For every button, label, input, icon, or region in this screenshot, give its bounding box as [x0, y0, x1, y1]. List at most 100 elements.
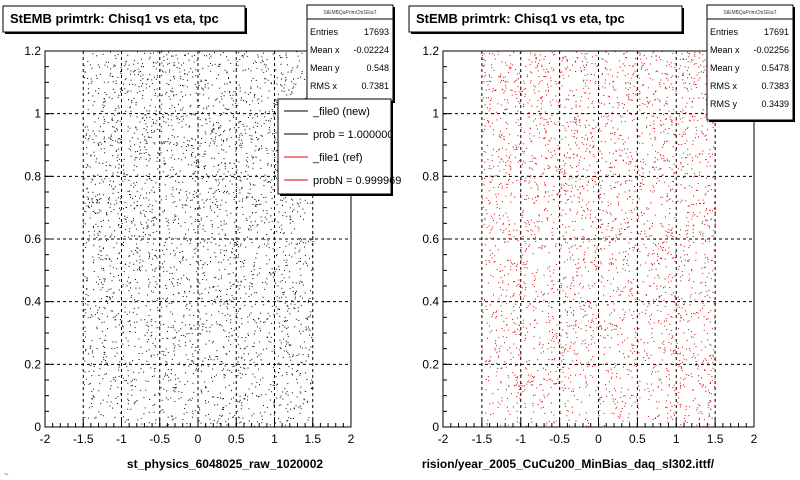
- data-point: [239, 134, 241, 136]
- data-point: [587, 420, 589, 421]
- data-point: [210, 138, 212, 140]
- data-point: [693, 77, 695, 79]
- data-point: [622, 341, 623, 343]
- data-point: [144, 146, 145, 148]
- data-point: [271, 198, 273, 200]
- data-point: [239, 227, 241, 229]
- data-point: [484, 244, 486, 246]
- data-point: [635, 151, 637, 153]
- data-point: [691, 101, 693, 103]
- data-point: [147, 206, 149, 208]
- data-point: [659, 83, 661, 85]
- data-point: [244, 398, 246, 400]
- data-point: [133, 182, 135, 184]
- data-point: [239, 308, 241, 310]
- data-point: [210, 299, 212, 301]
- data-point: [199, 208, 201, 209]
- data-point: [666, 61, 668, 63]
- data-point: [165, 93, 167, 95]
- data-point: [268, 221, 270, 223]
- data-point: [249, 216, 251, 218]
- data-point: [198, 221, 200, 222]
- data-point: [273, 401, 275, 403]
- data-point: [220, 221, 222, 223]
- data-point: [646, 294, 648, 296]
- data-point: [229, 145, 231, 147]
- data-point: [670, 83, 672, 85]
- data-point: [174, 64, 176, 66]
- data-point: [134, 224, 136, 226]
- data-point: [262, 296, 264, 298]
- data-point: [513, 149, 515, 151]
- data-point: [496, 371, 498, 373]
- data-point: [129, 107, 131, 109]
- data-point: [650, 235, 652, 236]
- data-point: [231, 335, 233, 337]
- data-point: [200, 142, 202, 144]
- data-point: [579, 159, 580, 161]
- data-point: [127, 68, 129, 70]
- data-point: [530, 52, 531, 54]
- data-point: [271, 305, 273, 307]
- data-point: [542, 406, 544, 408]
- data-point: [508, 385, 510, 387]
- data-point: [632, 199, 634, 201]
- data-point: [220, 125, 222, 127]
- data-point: [527, 374, 529, 376]
- data-point: [253, 96, 255, 98]
- data-point: [548, 252, 550, 254]
- data-point: [226, 83, 228, 85]
- data-point: [302, 354, 304, 356]
- data-point: [645, 262, 647, 264]
- data-point: [641, 132, 643, 134]
- data-point: [483, 53, 485, 55]
- data-point: [485, 412, 487, 414]
- data-point: [619, 149, 621, 151]
- data-point: [654, 131, 656, 133]
- data-point: [573, 325, 575, 327]
- data-point: [148, 110, 150, 112]
- data-point: [577, 189, 579, 191]
- data-point: [677, 296, 679, 298]
- data-point: [523, 152, 525, 154]
- data-point: [92, 202, 94, 204]
- data-point: [505, 87, 507, 89]
- data-point: [486, 213, 488, 215]
- data-point: [548, 302, 550, 304]
- data-point: [270, 229, 272, 230]
- data-point: [292, 67, 294, 69]
- data-point: [634, 191, 636, 193]
- data-point: [200, 81, 202, 82]
- data-point: [90, 365, 92, 367]
- data-point: [508, 180, 510, 182]
- data-point: [224, 365, 226, 367]
- data-point: [653, 253, 655, 254]
- data-point: [596, 246, 598, 248]
- data-point: [580, 282, 581, 284]
- data-point: [151, 208, 153, 210]
- data-point: [590, 209, 592, 211]
- data-point: [175, 387, 177, 388]
- data-point: [297, 77, 299, 79]
- data-point: [146, 126, 148, 128]
- data-point: [491, 155, 493, 156]
- data-point: [192, 152, 194, 153]
- data-point: [304, 261, 306, 263]
- data-point: [515, 94, 517, 95]
- data-point: [704, 346, 706, 348]
- data-point: [243, 265, 245, 267]
- data-point: [495, 375, 497, 377]
- data-point: [167, 63, 169, 65]
- data-point: [239, 192, 241, 194]
- data-point: [116, 347, 118, 348]
- data-point: [712, 355, 714, 357]
- data-point: [194, 220, 196, 222]
- data-point: [613, 166, 615, 168]
- data-point: [265, 281, 266, 283]
- data-point: [241, 97, 242, 99]
- data-point: [588, 124, 590, 126]
- data-point: [205, 386, 207, 388]
- data-point: [130, 282, 132, 284]
- data-point: [268, 332, 270, 334]
- data-point: [236, 105, 238, 107]
